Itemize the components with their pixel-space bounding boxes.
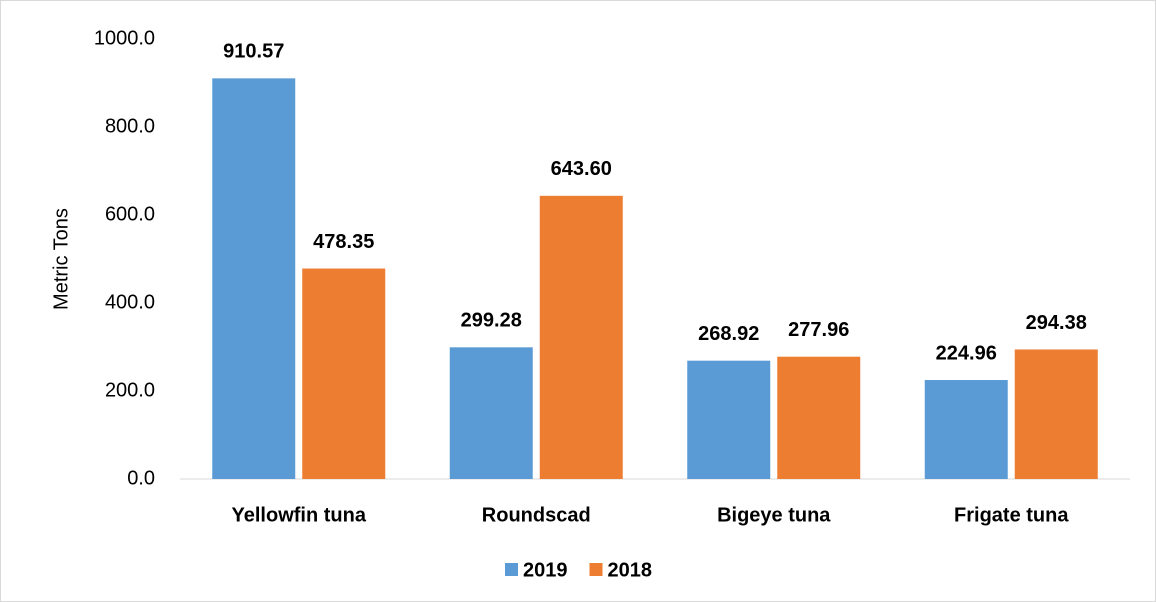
y-tick-label: 800.0 — [105, 115, 155, 137]
data-label: 277.96 — [788, 319, 849, 341]
legend-swatch — [505, 563, 518, 576]
y-axis-label: Metric Tons — [50, 208, 72, 310]
data-label: 643.60 — [551, 158, 612, 180]
bar — [924, 380, 1008, 479]
bar — [539, 195, 623, 480]
legend-label: 2019 — [523, 559, 568, 581]
x-tick-label: Yellowfin tuna — [232, 504, 367, 526]
y-tick-label: 600.0 — [105, 203, 155, 225]
y-tick-label: 200.0 — [105, 379, 155, 401]
legend-swatch — [589, 563, 603, 576]
y-tick-label: 400.0 — [105, 291, 155, 313]
x-tick-label: Roundscad — [482, 504, 591, 526]
bar — [1014, 349, 1098, 479]
legend-label: 2018 — [608, 559, 653, 581]
data-label: 910.57 — [223, 41, 284, 63]
data-label: 224.96 — [936, 342, 997, 364]
bar — [777, 356, 861, 479]
data-label: 478.35 — [313, 231, 374, 253]
bar — [687, 360, 771, 479]
y-tick-label: 0.0 — [127, 467, 155, 489]
data-label: 268.92 — [698, 323, 759, 345]
data-label: 299.28 — [461, 310, 522, 332]
data-label: 294.38 — [1026, 312, 1087, 334]
y-tick-label: 1000.0 — [94, 27, 155, 49]
bar — [212, 78, 296, 480]
bar — [449, 347, 533, 479]
bar — [302, 268, 386, 479]
x-tick-label: Bigeye tuna — [717, 504, 831, 526]
x-tick-label: Frigate tuna — [954, 504, 1069, 526]
